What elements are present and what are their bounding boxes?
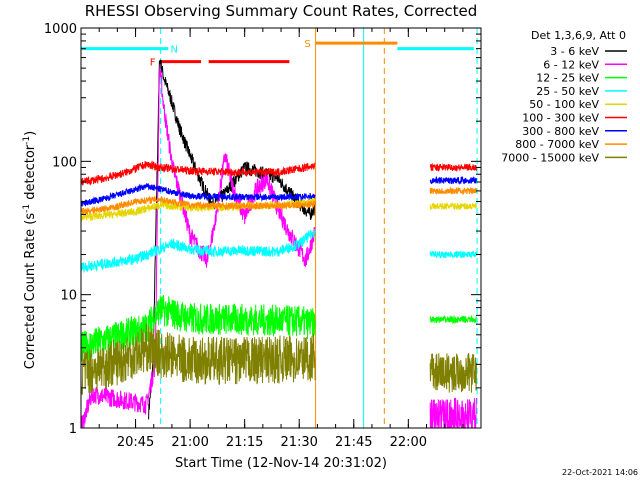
series-after-gap-7 — [429, 397, 477, 430]
series-after-gap-4 — [429, 250, 477, 259]
x-tick-label: 21:15 — [226, 435, 263, 450]
y-axis-label-mid: detector — [23, 144, 38, 204]
series-line-2 — [80, 295, 316, 362]
y-axis-label-main: Corrected Count Rate (s — [23, 213, 38, 370]
x-tick-label: 20:45 — [117, 435, 154, 450]
y-tick-label: 100 — [52, 155, 77, 170]
x-tick-label: 22:00 — [390, 435, 427, 450]
legend-label: 3 - 6 keV — [550, 45, 599, 58]
series-after-gap-5 — [429, 314, 477, 325]
series-line-8 — [80, 323, 316, 395]
series-line-3 — [80, 229, 316, 273]
series-line-4 — [80, 198, 316, 222]
legend-label: 25 - 50 keV — [536, 85, 599, 98]
y-tick-label: 1 — [69, 422, 77, 437]
x-tick-label: 21:00 — [171, 435, 208, 450]
flag-label-F: F — [150, 58, 156, 69]
x-axis-label: Start Time (12-Nov-14 20:31:02) — [175, 456, 387, 471]
y-axis-label-end: ) — [23, 131, 38, 136]
legend-label: 100 - 300 keV — [522, 112, 599, 125]
y-axis-label-sup1: -1 — [22, 204, 32, 213]
x-tick-label: 21:30 — [280, 435, 317, 450]
y-tick-label: 10 — [60, 289, 77, 304]
series-after-gap-3 — [429, 201, 477, 211]
series-after-gap-6 — [429, 352, 477, 393]
y-tick-label: 1000 — [44, 22, 77, 37]
series-line-5 — [80, 160, 316, 186]
x-tick-label: 21:45 — [335, 435, 372, 450]
series-after-gap-1 — [429, 186, 477, 195]
series-line-6 — [80, 183, 316, 207]
series-after-gap-0 — [429, 162, 477, 173]
y-axis-label-sup2: -1 — [22, 136, 32, 145]
series-line-7 — [80, 195, 316, 215]
legend-header: Det 1,3,6,9, Att 0 — [531, 29, 626, 42]
legend-label: 7000 - 15000 keV — [501, 151, 599, 164]
legend-label: 6 - 12 keV — [543, 58, 599, 71]
y-axis-label: Corrected Count Rate (s-1 detector-1) — [22, 131, 38, 369]
series-after-gap-2 — [429, 175, 477, 185]
legend-label: 12 - 25 keV — [536, 72, 599, 85]
flag-label-N: N — [171, 45, 178, 56]
flag-label-S: S — [304, 39, 310, 50]
footer-date: 22-Oct-2021 14:06 — [562, 468, 638, 477]
plot-area: N F S — [80, 28, 478, 430]
legend-label: 50 - 100 keV — [529, 98, 599, 111]
axes: 20:45 21:00 21:15 21:30 21:45 22:00 1 10 100 1000 — [44, 22, 482, 450]
legend-label: 800 - 7000 keV — [515, 138, 599, 151]
chart-title: RHESSI Observing Summary Count Rates, Co… — [85, 2, 478, 20]
legend-label: 300 - 800 keV — [522, 125, 599, 138]
